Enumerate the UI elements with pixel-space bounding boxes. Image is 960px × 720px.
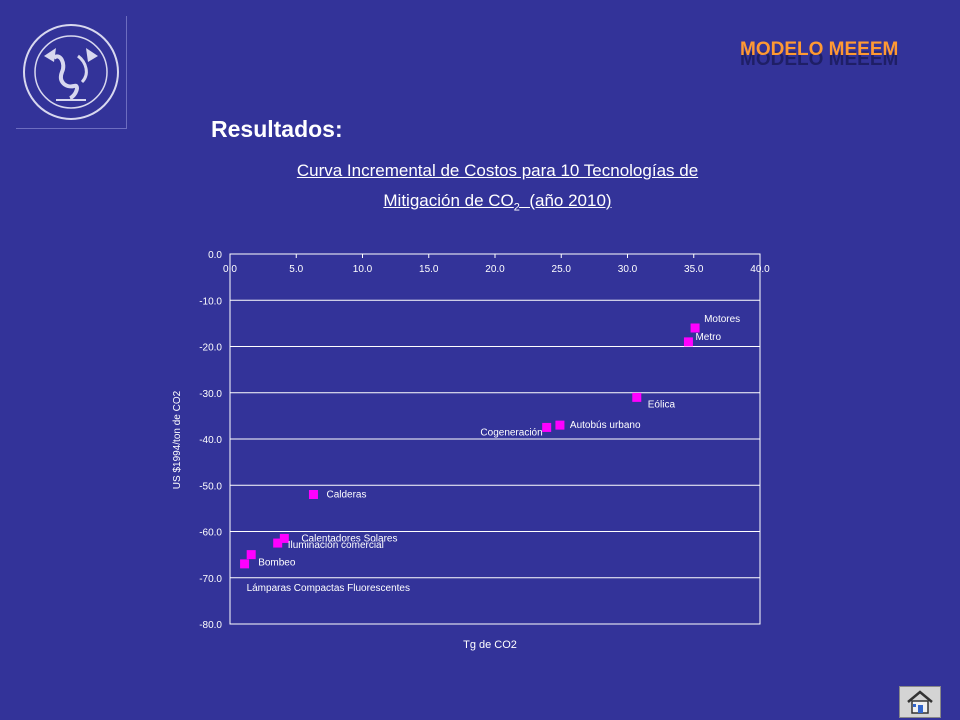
y-tick-label: -80.0: [199, 620, 222, 631]
data-point: [542, 422, 552, 432]
x-tick-label: 20.0: [485, 264, 505, 275]
data-label: Eólica: [648, 399, 676, 410]
chart-grid: [230, 253, 760, 625]
data-label: Motores: [704, 314, 740, 325]
data-point: [273, 538, 283, 548]
subtitle-prefix: Mitigación de CO: [383, 191, 514, 210]
x-tick-label: 25.0: [552, 264, 572, 275]
data-label: Iluminación comercial: [288, 540, 384, 551]
data-point: [246, 550, 256, 560]
data-label: Metro: [695, 332, 721, 343]
data-label: Calderas: [326, 490, 366, 501]
subtitle-line-1: Curva Incremental de Costos para 10 Tecn…: [296, 161, 699, 180]
data-point: [555, 420, 565, 430]
data-point: [279, 533, 289, 543]
point-labels: Lámparas Compactas Fluorescentes Bombeo Il…: [247, 314, 741, 594]
x-tick-label: 40.0: [750, 264, 770, 275]
y-tick-label: -30.0: [199, 389, 222, 400]
x-tick-label: 35.0: [684, 264, 704, 275]
data-point: [308, 490, 318, 499]
data-point: [632, 392, 642, 402]
x-axis-label: Tg de CO2: [463, 639, 517, 651]
data-label: Lámparas Compactas Fluorescentes: [247, 583, 410, 594]
data-label: Autobús urbano: [570, 420, 641, 431]
y-tick-label: -50.0: [199, 481, 222, 492]
x-tick-label: 15.0: [419, 264, 439, 275]
data-point: [690, 323, 700, 333]
home-icon: [907, 690, 933, 714]
x-axis-ticks: 0.0 5.0 10.0 15.0 20.0 25.0 30.0 35.0 40.0: [223, 254, 770, 275]
x-tick-label: 0.0: [223, 264, 237, 275]
y-tick-label: -10.0: [199, 296, 222, 307]
y-tick-label: 0.0: [208, 250, 222, 261]
x-tick-label: 30.0: [618, 264, 638, 275]
chart-points: [240, 323, 700, 569]
y-tick-label: -40.0: [199, 435, 222, 446]
subtitle-line-2: Mitigación de CO2 (año 2010): [200, 186, 795, 222]
data-label: Bombeo: [258, 558, 296, 569]
page-title: Resultados:: [211, 116, 343, 142]
chart-subtitle: Curva Incremental de Costos para 10 Tecn…: [200, 156, 795, 222]
home-button[interactable]: [899, 686, 941, 718]
data-label: Cogeneración: [480, 427, 542, 438]
university-seal-icon: [16, 16, 127, 129]
brand-label-text: MODELO MEEEM: [740, 39, 899, 60]
y-tick-label: -20.0: [199, 343, 222, 354]
subtitle-suffix: (año 2010): [519, 191, 612, 210]
y-tick-label: -60.0: [199, 528, 222, 539]
y-axis-ticks: 0.0 -10.0 -20.0 -30.0 -40.0 -50.0 -60.0 -70.0 -8…: [199, 250, 222, 631]
x-tick-label: 5.0: [289, 264, 303, 275]
data-point: [683, 337, 693, 347]
y-tick-label: -70.0: [199, 574, 222, 585]
y-axis-label: US $1994/ton de CO2: [172, 390, 183, 489]
data-label: Calentadores Solares: [301, 533, 397, 544]
brand-label: MODELO MEEEM MODELO MEEEM: [730, 39, 930, 70]
x-tick-label: 10.0: [353, 264, 373, 275]
brand-label-shadow: MODELO MEEEM: [740, 49, 899, 70]
data-point: [240, 559, 250, 569]
subtitle-subscript: 2: [513, 201, 520, 214]
